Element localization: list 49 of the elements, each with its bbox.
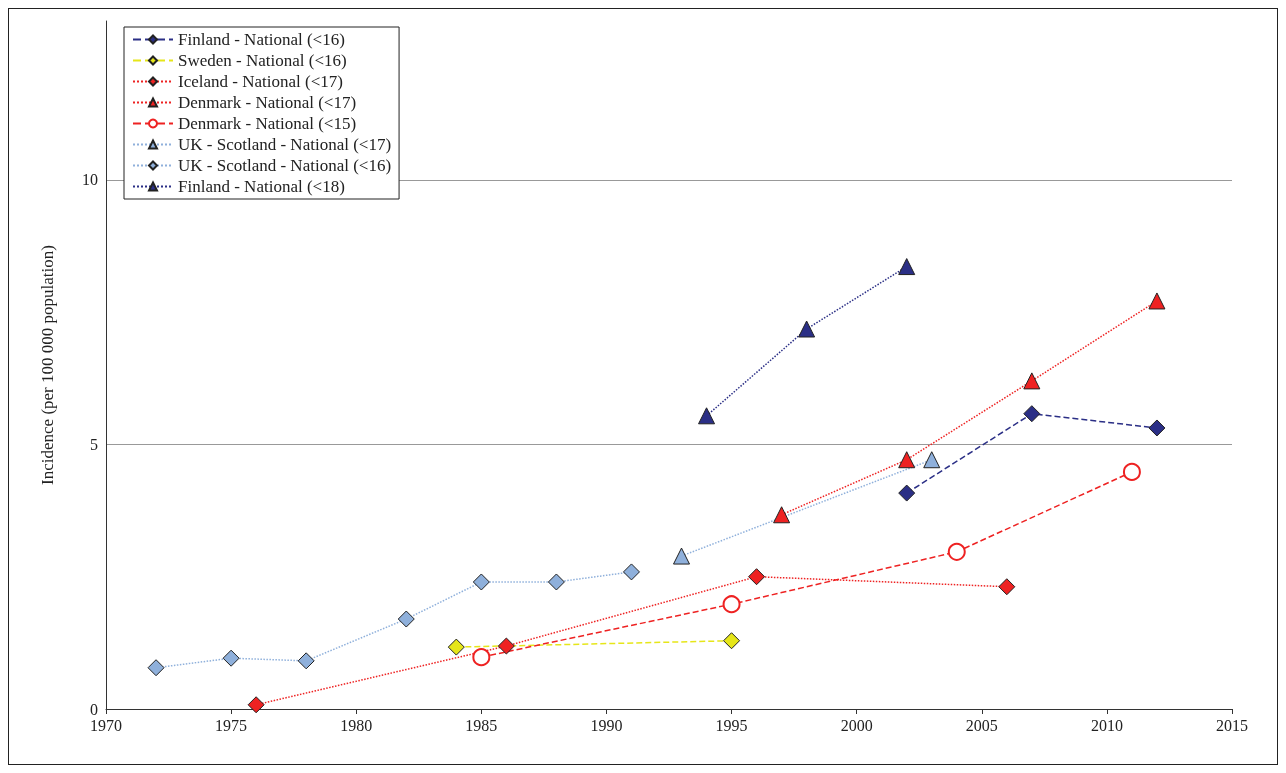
point bbox=[297, 652, 315, 670]
point bbox=[447, 638, 465, 656]
x-tick-label: 2000 bbox=[840, 716, 873, 734]
x-tick-label: 2015 bbox=[1216, 716, 1248, 734]
x-tick-label: 2005 bbox=[965, 716, 998, 734]
point bbox=[723, 632, 741, 650]
x-tick-label: 1980 bbox=[340, 716, 373, 734]
point bbox=[147, 659, 165, 677]
point bbox=[247, 696, 265, 714]
legend-label: Sweden - National (<16) bbox=[178, 51, 347, 70]
point bbox=[947, 542, 966, 561]
legend-label: Denmark - National (<17) bbox=[178, 93, 357, 112]
point bbox=[898, 258, 916, 276]
point bbox=[1122, 462, 1141, 481]
point bbox=[1148, 419, 1166, 437]
point bbox=[898, 484, 916, 502]
x-tick-label: 2010 bbox=[1090, 716, 1123, 734]
point bbox=[773, 506, 791, 524]
point bbox=[472, 573, 490, 591]
point bbox=[698, 407, 716, 425]
point bbox=[798, 320, 816, 338]
x-tick-label: 1975 bbox=[215, 716, 248, 734]
point bbox=[1023, 372, 1041, 390]
legend-label: Iceland - National (<17) bbox=[178, 72, 343, 91]
point bbox=[1023, 405, 1041, 423]
point bbox=[222, 649, 240, 667]
point bbox=[547, 573, 565, 591]
x-tick-label: 1970 bbox=[90, 716, 122, 734]
point bbox=[1148, 292, 1166, 310]
point bbox=[722, 595, 741, 614]
y-tick-label: 10 bbox=[82, 171, 98, 189]
point bbox=[748, 568, 766, 586]
legend-label: Finland - National (<18) bbox=[178, 177, 345, 196]
legend-label: Denmark - National (<15) bbox=[178, 114, 357, 133]
point bbox=[898, 451, 916, 469]
y-tick-label: 5 bbox=[90, 435, 98, 453]
point bbox=[397, 610, 415, 628]
legend-label: UK - Scotland - National (<17) bbox=[178, 135, 392, 154]
point bbox=[497, 637, 515, 655]
point bbox=[998, 578, 1016, 596]
y-tick-label: 0 bbox=[90, 700, 98, 718]
legend-label: Finland - National (<16) bbox=[178, 30, 345, 49]
x-tick-label: 1985 bbox=[465, 716, 498, 734]
point bbox=[472, 648, 491, 667]
legend-label: UK - Scotland - National (<16) bbox=[178, 156, 392, 175]
y-axis-title: Incidence (per 100 000 population) bbox=[38, 245, 57, 485]
x-tick-label: 1995 bbox=[715, 716, 748, 734]
point bbox=[622, 563, 640, 581]
x-tick-label: 1990 bbox=[590, 716, 623, 734]
